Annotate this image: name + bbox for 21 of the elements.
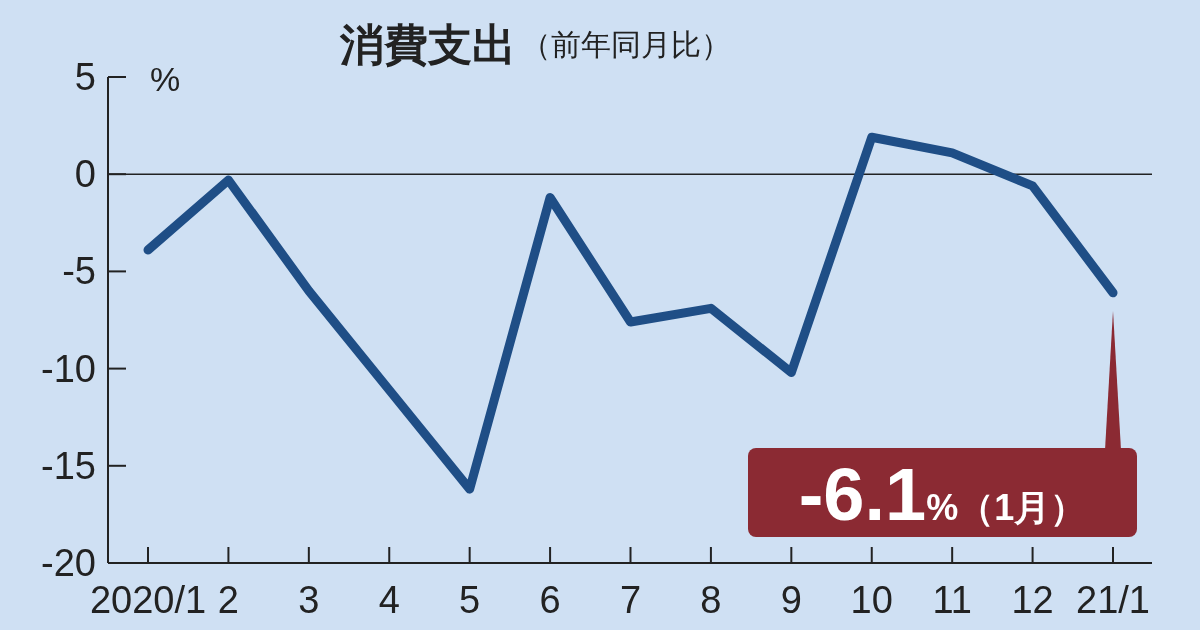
x-tick-label: 5 bbox=[459, 579, 481, 621]
y-tick-label: -10 bbox=[41, 347, 96, 390]
chart-title: 消費支出 bbox=[339, 20, 516, 69]
x-tick-label: 7 bbox=[619, 579, 642, 621]
y-tick-label: -5 bbox=[62, 250, 96, 293]
x-tick-label: 12 bbox=[1011, 579, 1054, 621]
x-tick-label: 3 bbox=[298, 579, 320, 621]
x-tick-label: 21/1 bbox=[1076, 579, 1150, 621]
x-tick-label: 2 bbox=[217, 579, 239, 621]
y-tick-label: -15 bbox=[41, 444, 96, 487]
x-tick-label: 9 bbox=[780, 579, 802, 621]
y-tick-label: 5 bbox=[74, 56, 96, 98]
y-tick-label: 0 bbox=[74, 153, 96, 196]
x-tick-label: 4 bbox=[378, 579, 400, 621]
x-tick-label: 11 bbox=[932, 579, 972, 621]
chart-subtitle: （前年同月比） bbox=[521, 28, 731, 61]
x-tick-label: 6 bbox=[539, 579, 561, 621]
annotation: -6.1%（1月） bbox=[798, 453, 1087, 536]
x-tick-label: 10 bbox=[850, 579, 893, 621]
y-axis-title: % bbox=[150, 60, 181, 98]
x-tick-label: 8 bbox=[700, 579, 722, 621]
